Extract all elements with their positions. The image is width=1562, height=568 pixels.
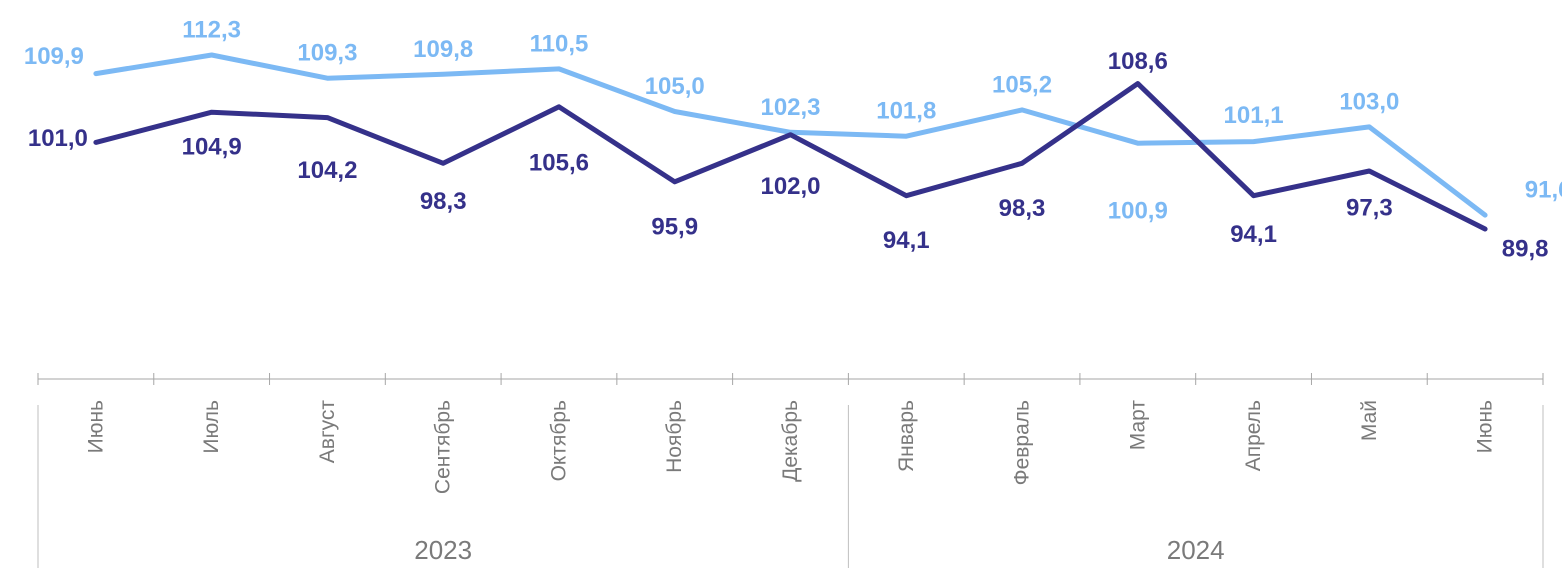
x-tick-label: Октябрь <box>547 400 570 481</box>
data-label: 101,0 <box>28 125 88 152</box>
x-tick-label: Декабрь <box>779 400 802 482</box>
data-label: 103,0 <box>1339 88 1399 115</box>
x-tick-label: Август <box>316 400 339 464</box>
data-label: 102,3 <box>760 94 820 121</box>
x-tick-label: Июнь <box>84 400 107 453</box>
data-label: 104,9 <box>182 134 242 161</box>
data-label: 104,2 <box>297 157 357 184</box>
data-label: 95,9 <box>651 213 698 240</box>
x-tick-label: Июль <box>200 400 223 454</box>
data-label: 105,0 <box>645 73 705 100</box>
data-label: 108,6 <box>1108 48 1168 75</box>
data-label: 91,6 <box>1525 177 1562 204</box>
data-label: 94,1 <box>883 227 930 254</box>
data-label: 105,6 <box>529 149 589 176</box>
x-tick-label: Февраль <box>1011 400 1034 485</box>
x-tick-label: Июнь <box>1474 400 1497 453</box>
x-tick-label: Апрель <box>1242 400 1265 471</box>
data-label: 109,3 <box>297 40 357 67</box>
data-label: 110,5 <box>530 30 589 57</box>
x-tick-label: Ноябрь <box>663 400 686 473</box>
data-label: 101,1 <box>1224 102 1284 129</box>
year-group-label: 2024 <box>1167 535 1225 565</box>
data-label: 89,8 <box>1502 236 1549 263</box>
data-label: 97,3 <box>1346 195 1393 222</box>
data-label: 100,9 <box>1108 198 1168 225</box>
data-label: 98,3 <box>420 188 467 215</box>
data-label: 112,3 <box>182 17 241 44</box>
data-label: 109,8 <box>413 36 473 63</box>
data-label: 109,9 <box>24 43 84 70</box>
data-label: 101,8 <box>876 98 936 125</box>
data-label: 98,3 <box>999 195 1046 222</box>
data-label: 94,1 <box>1230 221 1277 248</box>
x-tick-label: Май <box>1358 400 1381 441</box>
x-tick-label: Март <box>1126 400 1149 451</box>
series-line-1 <box>93 81 1488 232</box>
x-tick-label: Сентябрь <box>432 400 455 494</box>
data-label: 105,2 <box>992 71 1052 98</box>
year-group-label: 2023 <box>414 535 472 565</box>
data-label: 102,0 <box>760 173 820 200</box>
x-tick-label: Январь <box>895 400 918 472</box>
